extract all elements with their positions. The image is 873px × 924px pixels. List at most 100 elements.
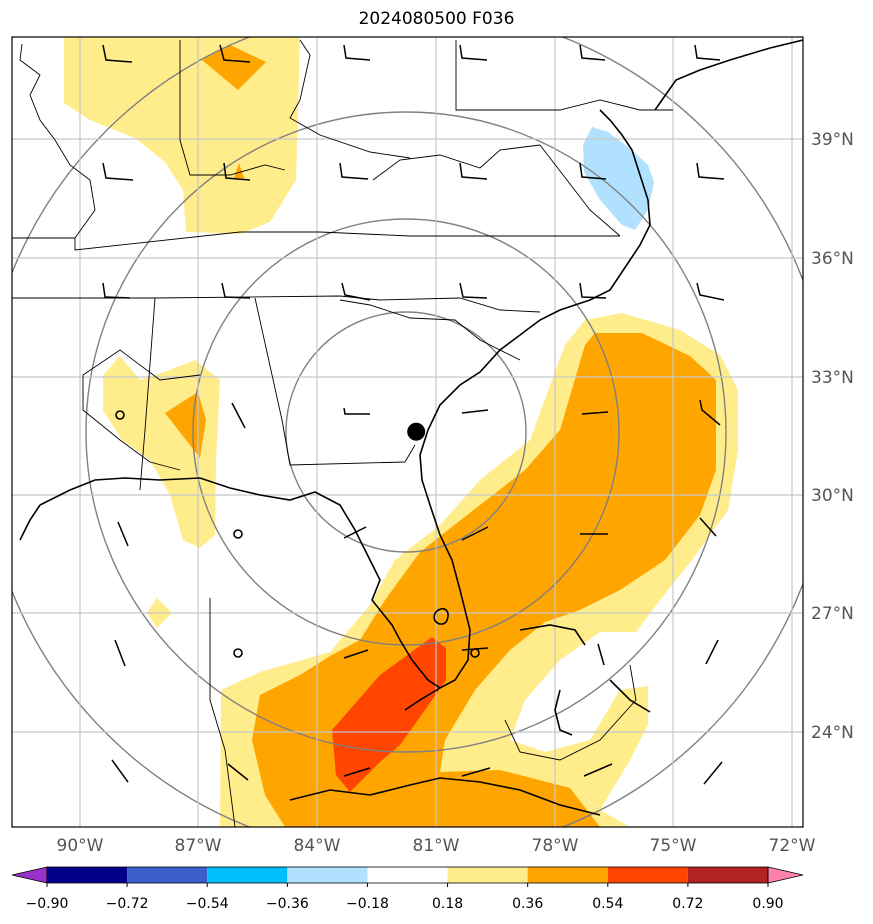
contour-fill-moderate-positive <box>202 45 266 90</box>
state-border <box>19 43 96 239</box>
colorbar-label: −0.36 <box>266 896 309 912</box>
calm-wind-circle <box>233 648 243 658</box>
coastline <box>599 109 649 201</box>
wind-barb <box>694 44 721 61</box>
state-borders <box>12 39 673 827</box>
state-border <box>139 297 156 491</box>
state-border <box>372 144 541 181</box>
coastline <box>609 679 651 713</box>
colorbar-label: 0.54 <box>592 896 623 912</box>
wind-barb <box>461 767 491 777</box>
state-border <box>339 299 521 361</box>
state-border <box>12 231 620 251</box>
lon-label: 90°W <box>57 836 104 856</box>
colorbar-label: −0.18 <box>346 896 389 912</box>
wind-barb <box>343 767 371 777</box>
calm-wind-circle <box>233 529 243 539</box>
lat-label: 39°N <box>811 130 854 150</box>
gridlines <box>12 37 803 827</box>
wind-barb <box>227 763 249 781</box>
wind-barb <box>581 411 609 415</box>
colorbar-segment <box>287 867 368 883</box>
wind-barb <box>583 763 613 777</box>
state-border <box>12 295 541 313</box>
wind-barb <box>102 162 134 181</box>
contour-fill-weak-positive <box>103 356 220 548</box>
colorbar-segment <box>47 867 128 883</box>
lon-label: 75°W <box>650 836 697 856</box>
wind-barbs <box>102 44 725 785</box>
contour-fill-moderate-positive <box>234 163 244 178</box>
map-frame <box>11 36 804 828</box>
contour-fill-strong-positive <box>332 637 446 792</box>
wind-barb <box>343 44 371 61</box>
colorbar-frame <box>46 866 769 884</box>
state-border <box>289 39 411 159</box>
wind-barb <box>579 162 607 180</box>
calm-wind-markers <box>115 410 480 658</box>
range-rings <box>12 37 803 827</box>
wind-barb <box>343 649 369 659</box>
colorbar-label: 0.72 <box>672 896 703 912</box>
lat-label: 30°N <box>811 486 854 506</box>
wind-barb <box>699 517 717 537</box>
wind-barb <box>696 162 725 180</box>
state-border <box>539 144 621 237</box>
wind-barb <box>111 759 129 783</box>
wind-barb <box>102 44 133 63</box>
wind-barb <box>459 44 488 61</box>
coastline <box>433 607 449 625</box>
colorbar: −0.90 −0.72 −0.54 −0.36 −0.18 0.18 0.36 0.54 0.7… <box>11 866 804 912</box>
coastline <box>39 199 651 689</box>
colorbar-segment <box>607 867 688 883</box>
wind-barb <box>223 162 251 181</box>
wind-barb <box>114 639 126 667</box>
colorbar-label: −0.90 <box>26 896 69 912</box>
colorbar-segment <box>527 867 608 883</box>
coastline <box>519 624 586 646</box>
wind-barb <box>461 526 489 541</box>
coastline <box>554 689 573 736</box>
colorbar-label: 0.90 <box>752 896 783 912</box>
colorbar-extend-low <box>11 866 48 884</box>
colorbar-segment <box>687 867 768 883</box>
state-border <box>179 40 286 176</box>
wind-barb <box>703 761 723 785</box>
lon-label: 87°W <box>175 836 222 856</box>
wind-barb <box>459 162 488 180</box>
state-border <box>455 40 673 111</box>
wind-barb <box>339 162 369 180</box>
wind-barb <box>696 282 725 301</box>
colorbar-segment <box>127 867 208 883</box>
wind-barb <box>343 407 370 415</box>
coastlines <box>19 39 803 816</box>
wind-barb <box>705 639 719 665</box>
state-border <box>209 598 236 827</box>
contour-fill-moderate-positive <box>165 392 206 458</box>
state-border <box>82 349 201 381</box>
calm-wind-circle <box>115 410 125 420</box>
range-ring <box>192 218 620 646</box>
lat-label: 24°N <box>811 723 854 743</box>
state-border <box>82 375 181 471</box>
wind-barb <box>461 409 489 414</box>
wind-barb <box>102 282 131 299</box>
colorbar-segment <box>367 867 448 883</box>
wind-barb <box>343 526 367 539</box>
coastline <box>289 777 601 816</box>
contour-fill-weak-negative <box>583 127 654 230</box>
wind-barb <box>117 521 129 547</box>
wind-barb <box>579 44 606 61</box>
wind-barb <box>221 282 251 299</box>
state-border <box>254 297 416 466</box>
colorbar-segment <box>447 867 528 883</box>
lat-label: 27°N <box>811 604 854 624</box>
center-marker <box>407 422 426 441</box>
lat-label: 33°N <box>811 368 854 388</box>
colorbar-label: 0.36 <box>512 896 543 912</box>
wind-barb <box>341 282 371 301</box>
lat-label: 36°N <box>811 249 854 269</box>
coastline <box>654 39 803 111</box>
lon-label: 84°W <box>294 836 341 856</box>
state-border <box>504 664 637 761</box>
